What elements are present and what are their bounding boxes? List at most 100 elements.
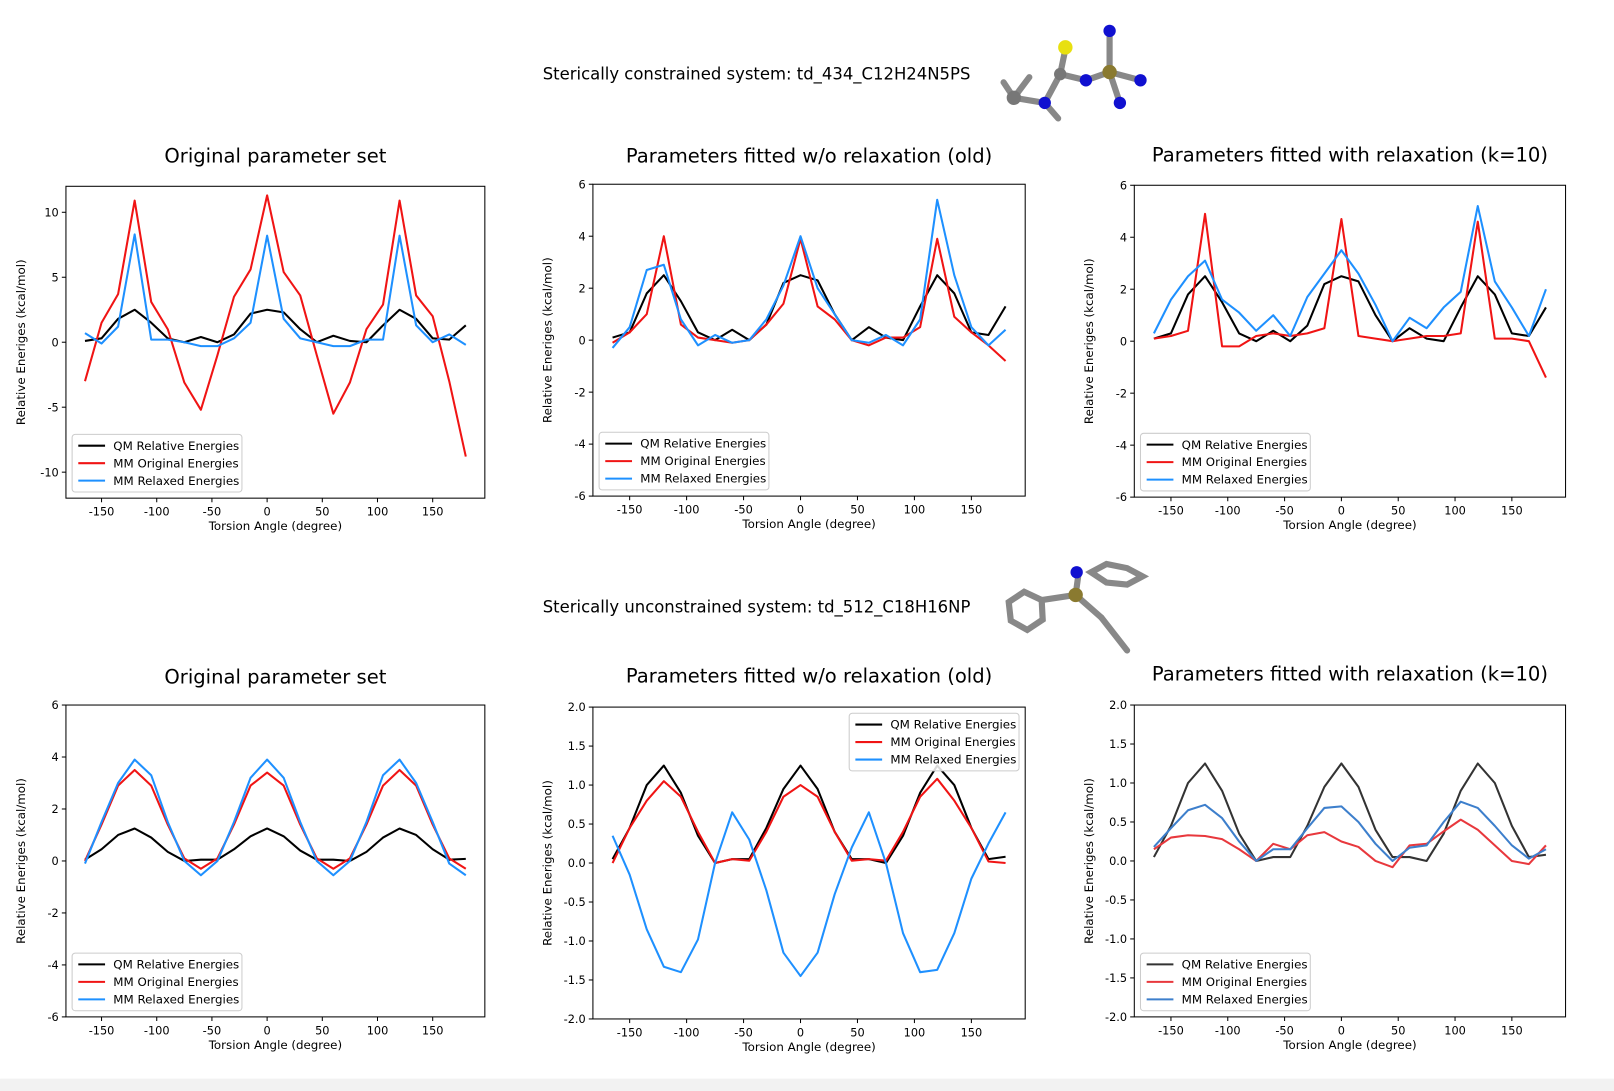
legend-box <box>71 433 243 493</box>
x-tick-label: 0 <box>797 503 804 517</box>
series-line <box>83 194 467 457</box>
chart-title: Original parameter set <box>164 665 386 688</box>
y-tick-label: -5 <box>47 400 58 414</box>
y-axis-label: Relative Eneriges (kcal/mol) <box>541 257 555 423</box>
y-axis-label: Relative Eneriges (kcal/mol) <box>14 778 28 944</box>
series-line <box>611 777 1006 865</box>
x-tick-label: 150 <box>1501 1023 1523 1037</box>
y-tick-label: 1.0 <box>568 778 586 792</box>
plot-frame <box>1133 704 1567 1018</box>
legend-label: MM Original Energies <box>1182 455 1307 469</box>
chart-title: Parameters fitted with relaxation (k=10) <box>1152 144 1548 167</box>
y-tick-label: 6 <box>1120 178 1127 192</box>
series-line <box>611 198 1007 349</box>
y-tick-label: -1.5 <box>564 973 586 987</box>
legend-box <box>848 712 1020 772</box>
legend-box <box>71 952 243 1012</box>
y-tick-label: -2 <box>47 906 58 920</box>
x-tick-label: 50 <box>1391 504 1405 518</box>
y-tick-label: 6 <box>52 698 59 712</box>
y-tick-label: -0.5 <box>1105 893 1127 907</box>
legend-label: QM Relative Energies <box>890 718 1016 732</box>
series-line <box>1152 205 1547 343</box>
x-tick-label: 100 <box>904 503 926 517</box>
x-tick-label: 150 <box>961 503 983 517</box>
y-tick-label: -1.0 <box>564 934 586 948</box>
y-tick-label: 4 <box>579 229 586 243</box>
legend-label: QM Relative Energies <box>1182 958 1308 972</box>
series-line <box>1153 800 1547 862</box>
x-tick-label: 0 <box>264 505 271 519</box>
y-axis-label: Relative Eneriges (kcal/mol) <box>1082 258 1096 424</box>
x-tick-label: -100 <box>144 505 170 519</box>
x-tick-label: 0 <box>1338 504 1345 518</box>
x-tick-label: 150 <box>422 505 444 519</box>
y-tick-label: -10 <box>40 465 58 479</box>
chart-panel: Original parameter set-150 -100 -50 0 50 100 1… <box>14 145 486 533</box>
y-tick-label: 0.0 <box>568 856 586 870</box>
x-tick-label: -150 <box>617 503 643 517</box>
x-tick-label: 100 <box>1444 504 1466 518</box>
chart-panel: Parameters fitted w/o relaxation (old) -1… <box>541 664 1026 1054</box>
legend-box <box>1139 952 1311 1012</box>
x-tick-label: 100 <box>1444 1023 1466 1037</box>
x-tick-label: -100 <box>1215 1023 1241 1037</box>
plot-frame <box>65 185 486 499</box>
y-tick-label: 0.5 <box>568 817 586 831</box>
y-axis-label: Relative Eneriges (kcal/mol) <box>1082 778 1096 944</box>
legend-box <box>1139 432 1311 492</box>
y-tick-label: 1.0 <box>1109 776 1127 790</box>
legend-label: MM Relaxed Energies <box>1182 473 1308 487</box>
chart-title: Parameters fitted with relaxation (k=10) <box>1152 662 1548 685</box>
series-line <box>1153 762 1547 862</box>
legend-label: MM Original Energies <box>1182 975 1307 989</box>
x-tick-label: -50 <box>203 505 221 519</box>
y-tick-label: 2.0 <box>568 700 586 714</box>
y-tick-label: -4 <box>574 437 585 451</box>
bottom-strip <box>0 1078 1614 1091</box>
x-axis-label: Torsion Angle (degree) <box>741 517 875 531</box>
legend-label: MM Original Energies <box>113 456 238 470</box>
legend-label: QM Relative Energies <box>1182 438 1308 452</box>
y-tick-label: -2 <box>1116 386 1127 400</box>
plot-frame <box>1133 184 1567 498</box>
y-tick-label: -6 <box>47 1010 58 1024</box>
legend-label: MM Relaxed Energies <box>1182 993 1308 1007</box>
x-tick-label: -50 <box>734 1025 752 1039</box>
x-tick-label: -50 <box>734 503 752 517</box>
x-tick-label: -100 <box>144 1023 170 1037</box>
x-tick-label: -150 <box>89 1023 115 1037</box>
x-tick-label: -150 <box>617 1025 643 1039</box>
x-tick-label: 100 <box>367 505 389 519</box>
series-line <box>611 811 1007 978</box>
legend-label: MM Relaxed Energies <box>890 753 1016 767</box>
legend-label: MM Relaxed Energies <box>640 472 766 486</box>
y-tick-label: 2.0 <box>1109 698 1127 712</box>
y-tick-label: 1.5 <box>568 739 586 753</box>
x-axis-label: Torsion Angle (degree) <box>1282 1038 1416 1052</box>
series-line <box>84 768 467 870</box>
x-tick-label: 50 <box>1391 1023 1405 1037</box>
plot-frame <box>592 183 1026 497</box>
x-tick-label: -150 <box>89 505 115 519</box>
chart-panel: Parameters fitted w/o relaxation (old) -1… <box>541 145 1026 531</box>
series-line <box>612 235 1007 362</box>
caption: Sterically constrained system: td_434_C1… <box>543 64 971 84</box>
legend: QM Relative Energies MM Original Energies… <box>71 952 243 1012</box>
y-axis-label: Relative Eneriges (kcal/mol) <box>541 780 555 946</box>
x-tick-label: -100 <box>674 503 700 517</box>
plot-frame <box>65 704 486 1018</box>
x-axis-label: Torsion Angle (degree) <box>208 1038 342 1052</box>
y-tick-label: 1.5 <box>1109 737 1127 751</box>
y-tick-label: -4 <box>1116 438 1127 452</box>
legend: QM Relative Energies MM Original Energies… <box>1139 432 1311 492</box>
series-line <box>612 274 1007 342</box>
legend-label: QM Relative Energies <box>113 958 239 972</box>
series-line <box>84 758 467 877</box>
y-tick-label: 5 <box>52 270 59 284</box>
x-tick-label: -50 <box>1275 1023 1293 1037</box>
y-tick-label: 0 <box>52 854 59 868</box>
legend-label: QM Relative Energies <box>640 437 766 451</box>
x-tick-label: 100 <box>904 1025 926 1039</box>
